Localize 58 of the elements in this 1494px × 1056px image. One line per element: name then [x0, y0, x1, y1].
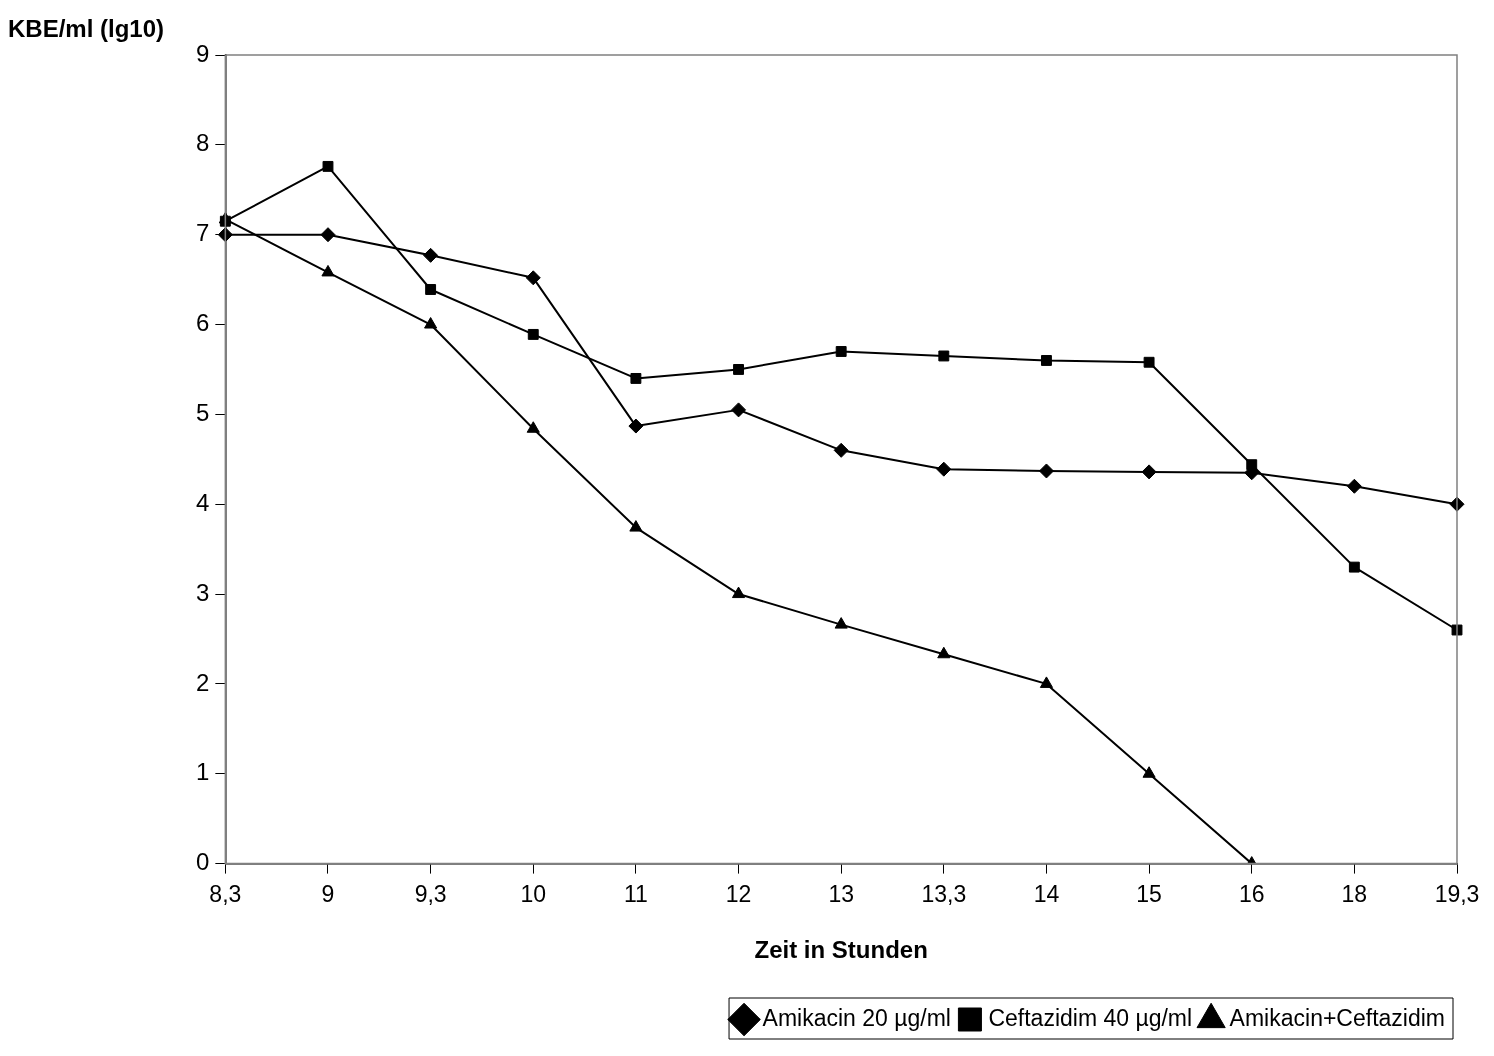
- y-tick-label: 5: [195, 399, 210, 426]
- point: [525, 270, 541, 286]
- x-tick-label: 11: [623, 880, 648, 907]
- point: [1348, 561, 1360, 573]
- point: [1039, 676, 1054, 688]
- point: [1451, 624, 1463, 636]
- x-tick-label: 15: [1136, 880, 1162, 907]
- point: [936, 461, 952, 477]
- y-tick-label: 1: [195, 758, 210, 786]
- x-tick-label: 19,3: [1434, 880, 1480, 907]
- point: [630, 372, 642, 384]
- legend-label: Ceftazidim 40 µg/ml: [988, 1004, 1193, 1031]
- point: [1143, 356, 1155, 368]
- point: [937, 646, 951, 659]
- point: [1038, 463, 1054, 479]
- point: [834, 617, 848, 629]
- point: [1142, 766, 1156, 778]
- x-tick-label: 13,3: [921, 880, 967, 907]
- point: [1041, 355, 1052, 366]
- point: [1346, 478, 1362, 494]
- point: [425, 284, 437, 295]
- point: [938, 350, 950, 362]
- point: [219, 215, 231, 227]
- point: [733, 364, 744, 375]
- x-tick-label: 18: [1341, 880, 1368, 907]
- y-tick-label: 9: [195, 39, 210, 67]
- point: [527, 328, 539, 340]
- point: [322, 160, 334, 172]
- point: [320, 227, 336, 243]
- y-tick-label: 0: [195, 848, 210, 876]
- x-tick-label: 10: [520, 880, 547, 907]
- point: [833, 442, 849, 458]
- point: [629, 520, 643, 532]
- point: [835, 346, 847, 357]
- point: [628, 418, 644, 434]
- x-tick-label: 14: [1033, 880, 1060, 907]
- point: [423, 247, 439, 263]
- y-tick-label: 3: [195, 578, 210, 606]
- y-tick-label: 4: [195, 488, 210, 516]
- point: [731, 586, 746, 599]
- y-tick-label: 2: [195, 668, 210, 696]
- x-tick-label: 9: [321, 880, 335, 907]
- point: [731, 402, 747, 418]
- x-tick-label: 16: [1238, 880, 1265, 907]
- y-tick-label: 6: [195, 309, 210, 337]
- y-tick-label: 7: [195, 219, 210, 247]
- point: [526, 421, 540, 433]
- point: [424, 317, 438, 329]
- y-tick-label: 8: [195, 129, 210, 157]
- y-axis-title: KBE/ml (lg10): [8, 14, 165, 42]
- point: [1141, 464, 1157, 480]
- x-tick-label: 8,3: [209, 880, 242, 907]
- legend-label: Amikacin+Ceftazidim: [1229, 1004, 1446, 1031]
- x-tick-label: 9,3: [414, 880, 447, 907]
- x-axis-title: Zeit in Stunden: [754, 936, 928, 964]
- x-tick-label: 13: [828, 880, 854, 907]
- legend-label: Amikacin 20 µg/ml: [762, 1004, 951, 1031]
- x-tick-label: 12: [725, 880, 752, 907]
